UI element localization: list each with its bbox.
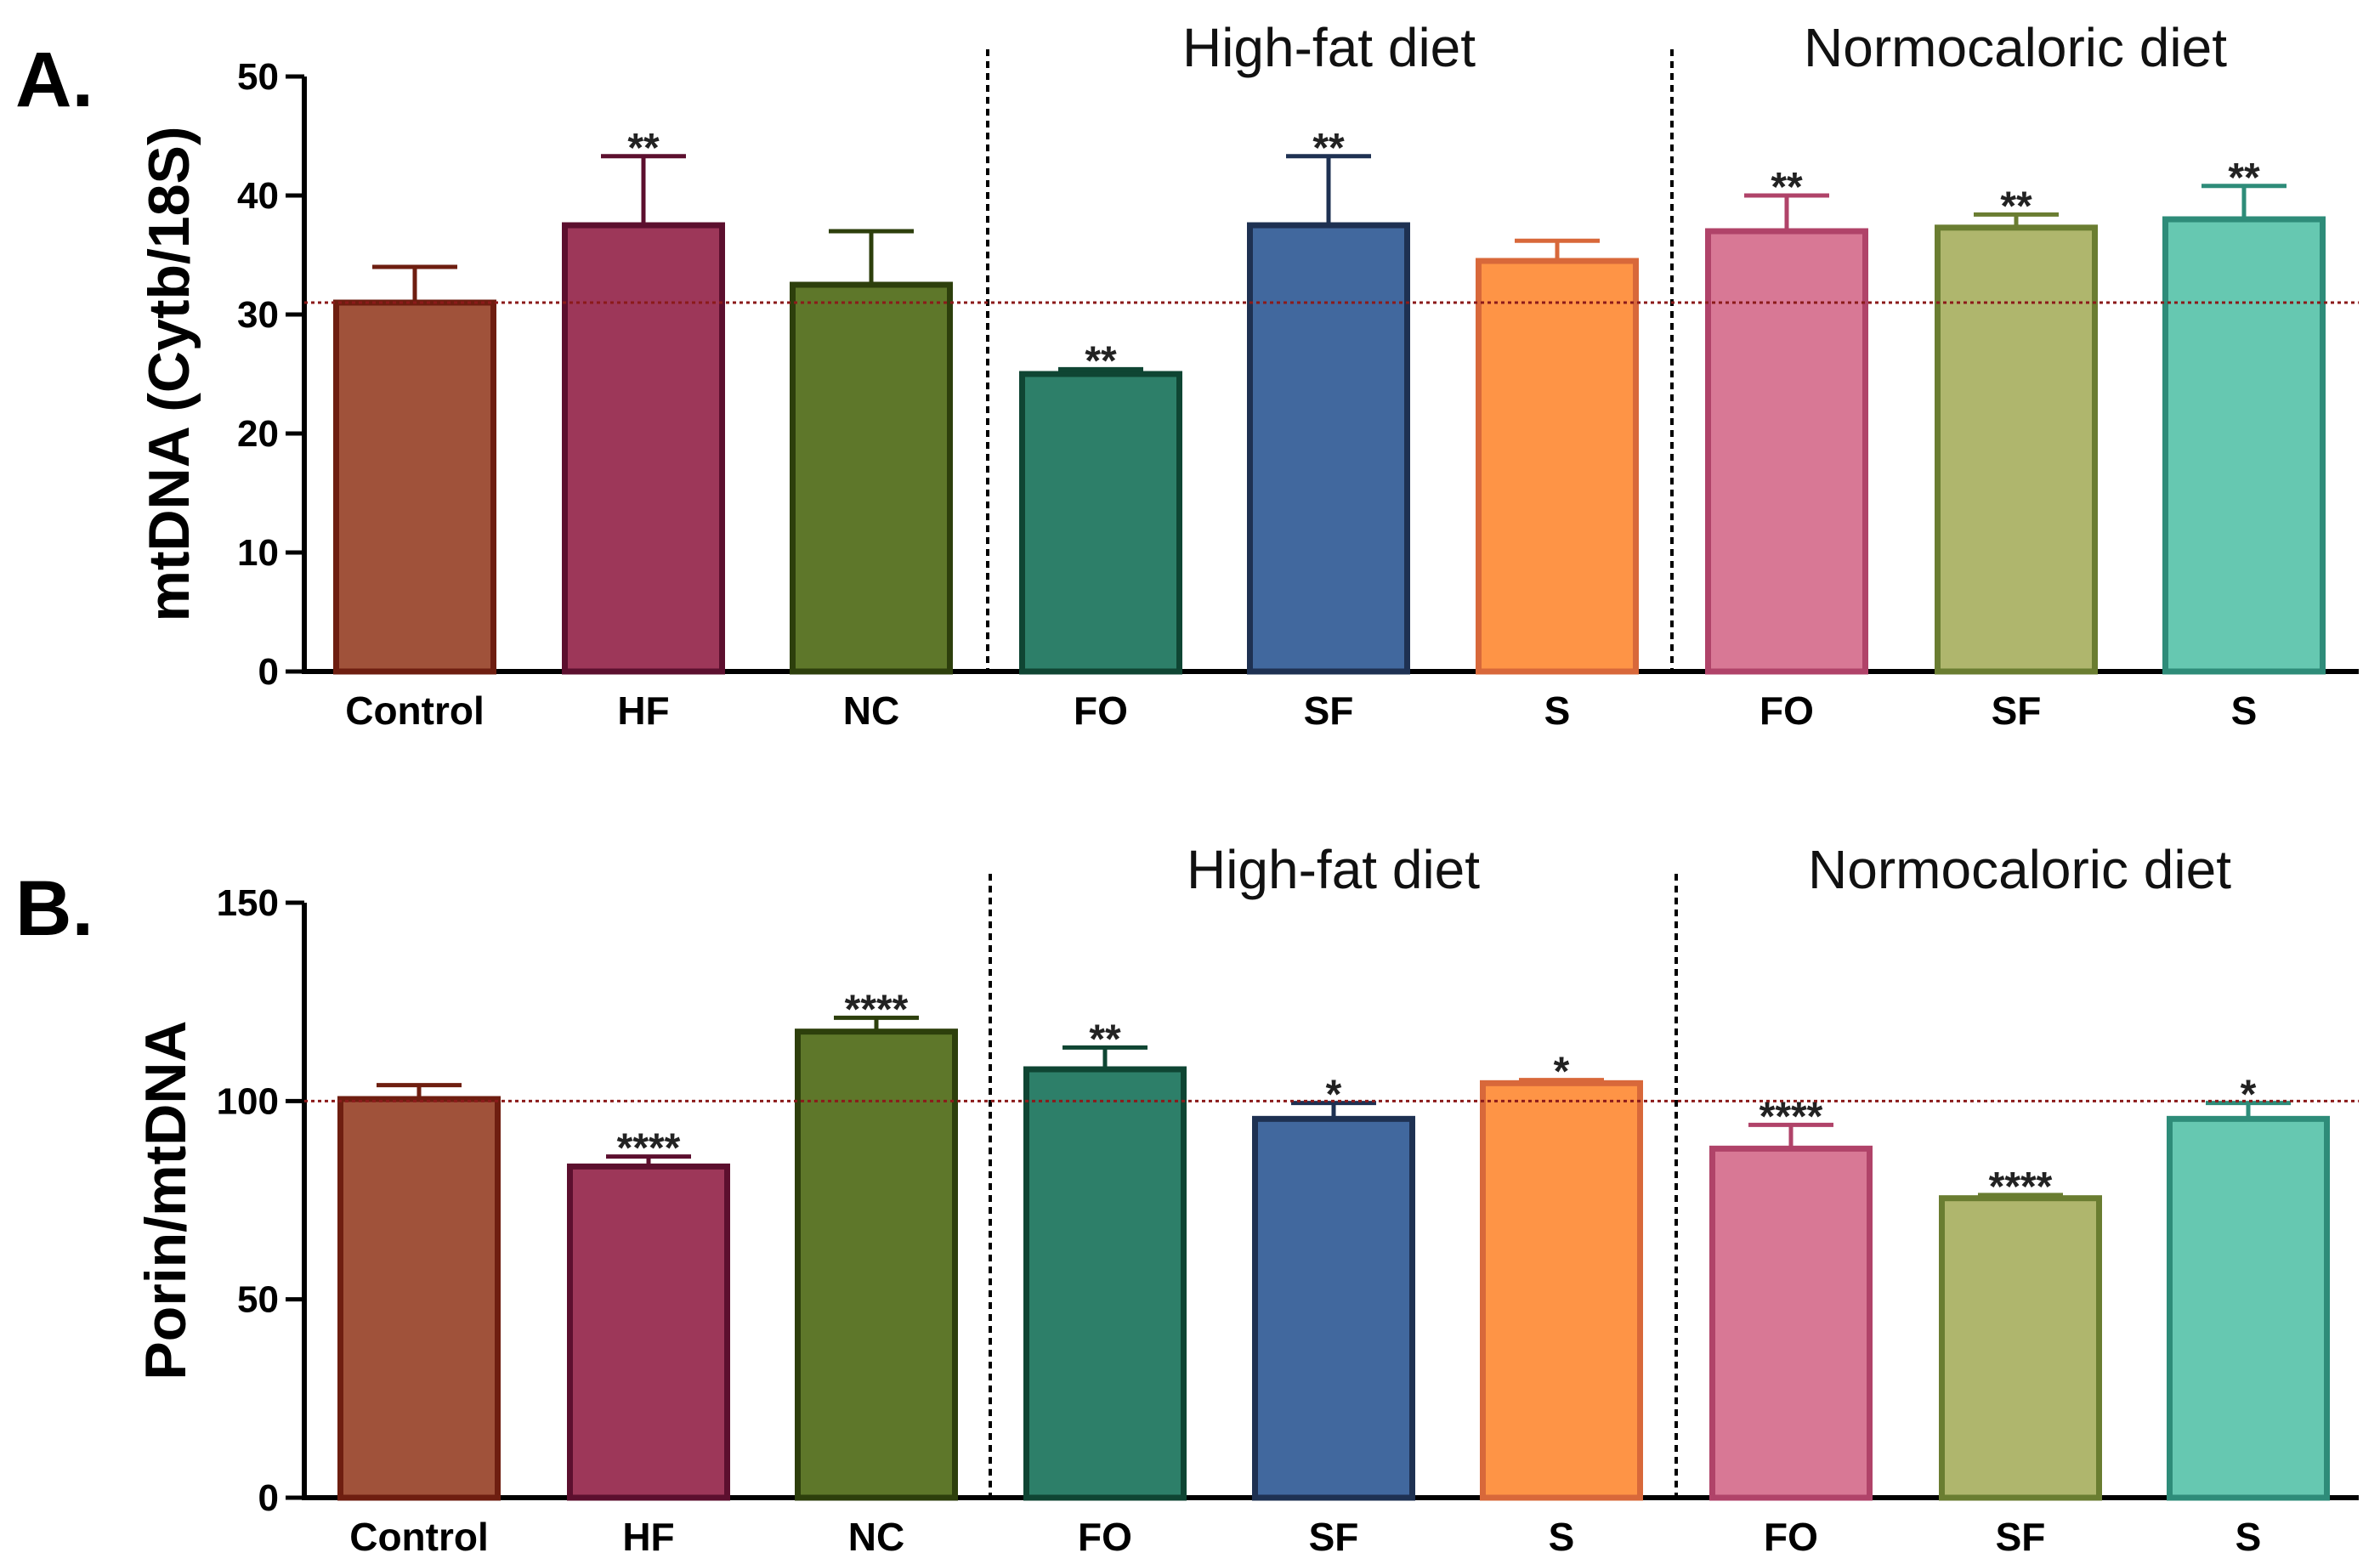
significance-marker: ** <box>2228 156 2260 201</box>
bar-fo <box>1709 1145 1873 1501</box>
significance-marker: * <box>1326 1073 1342 1118</box>
group-label: Normocaloric diet <box>1804 17 2227 78</box>
bar-sf <box>1935 224 2098 675</box>
category-label: FO <box>1760 688 1814 733</box>
category-label: NC <box>843 688 899 733</box>
significance-marker: ** <box>1771 165 1803 210</box>
significance-marker: **** <box>1760 1094 1823 1139</box>
category-label: SF <box>1304 688 1354 733</box>
category-label: NC <box>848 1515 904 1559</box>
significance-marker: ** <box>2000 184 2032 229</box>
significance-marker: * <box>2241 1073 2257 1118</box>
category-label: SF <box>1992 688 2042 733</box>
y-tick-label: 50 <box>237 56 279 98</box>
y-axis-label: Porin/mtDNA <box>133 1020 198 1380</box>
bar-s <box>2162 216 2326 675</box>
y-tick-label: 0 <box>258 651 279 693</box>
bar-control <box>333 299 496 675</box>
panel-letter: B. <box>15 865 94 952</box>
bar-s <box>1476 258 1639 675</box>
y-tick-label: 0 <box>258 1477 279 1519</box>
significance-marker: ** <box>1312 126 1345 171</box>
significance-marker: ** <box>1089 1017 1121 1062</box>
panel-letter: A. <box>15 37 94 123</box>
y-tick-label: 20 <box>237 413 279 455</box>
bar-s <box>1480 1080 1643 1501</box>
category-label: SF <box>1309 1515 1359 1559</box>
category-label: HF <box>617 688 669 733</box>
bar-sf <box>1939 1195 2102 1501</box>
bar-sf <box>1247 222 1410 675</box>
group-label: High-fat diet <box>1187 839 1480 900</box>
significance-marker: ** <box>627 126 660 171</box>
category-label: HF <box>622 1515 674 1559</box>
y-tick-label: 50 <box>237 1279 279 1321</box>
significance-marker: **** <box>1989 1164 2053 1210</box>
significance-marker: **** <box>617 1126 681 1171</box>
category-label: SF <box>1996 1515 2046 1559</box>
category-label: FO <box>1078 1515 1132 1559</box>
bar-hf <box>567 1163 730 1501</box>
bar-sf <box>1252 1115 1415 1501</box>
y-tick-label: 10 <box>237 532 279 574</box>
bar-s <box>2167 1115 2330 1501</box>
significance-marker: ** <box>1085 338 1117 383</box>
bar-fo <box>1705 228 1868 675</box>
y-tick-label: 40 <box>237 175 279 217</box>
bar-nc <box>795 1028 958 1501</box>
category-label: S <box>1549 1515 1575 1559</box>
category-label: Control <box>345 688 484 733</box>
group-label: High-fat diet <box>1182 17 1476 78</box>
category-label: S <box>2236 1515 2262 1559</box>
category-label: Control <box>349 1515 489 1559</box>
panel-a: A. mtDNA (Cytb/18S) 0 10 20 30 40 50 High-fat di… <box>15 17 2359 733</box>
significance-marker: **** <box>845 987 909 1032</box>
category-label: S <box>1544 688 1571 733</box>
bar-nc <box>790 281 953 675</box>
group-label: Normocaloric diet <box>1808 839 2231 900</box>
bar-fo <box>1019 371 1182 675</box>
bar-control <box>337 1096 501 1501</box>
y-tick-label: 30 <box>237 294 279 336</box>
y-axis-label: mtDNA (Cytb/18S) <box>137 126 201 621</box>
bar-fo <box>1023 1066 1187 1501</box>
y-tick-label: 150 <box>217 882 279 924</box>
bar-hf <box>562 222 725 675</box>
category-label: FO <box>1074 688 1128 733</box>
category-label: S <box>2231 688 2258 733</box>
category-label: FO <box>1764 1515 1818 1559</box>
panel-b: B. Porin/mtDNA 0 50 100 150 High-fat diet Normo… <box>15 839 2359 1559</box>
significance-marker: * <box>1554 1050 1570 1095</box>
y-tick-label: 100 <box>217 1080 279 1122</box>
